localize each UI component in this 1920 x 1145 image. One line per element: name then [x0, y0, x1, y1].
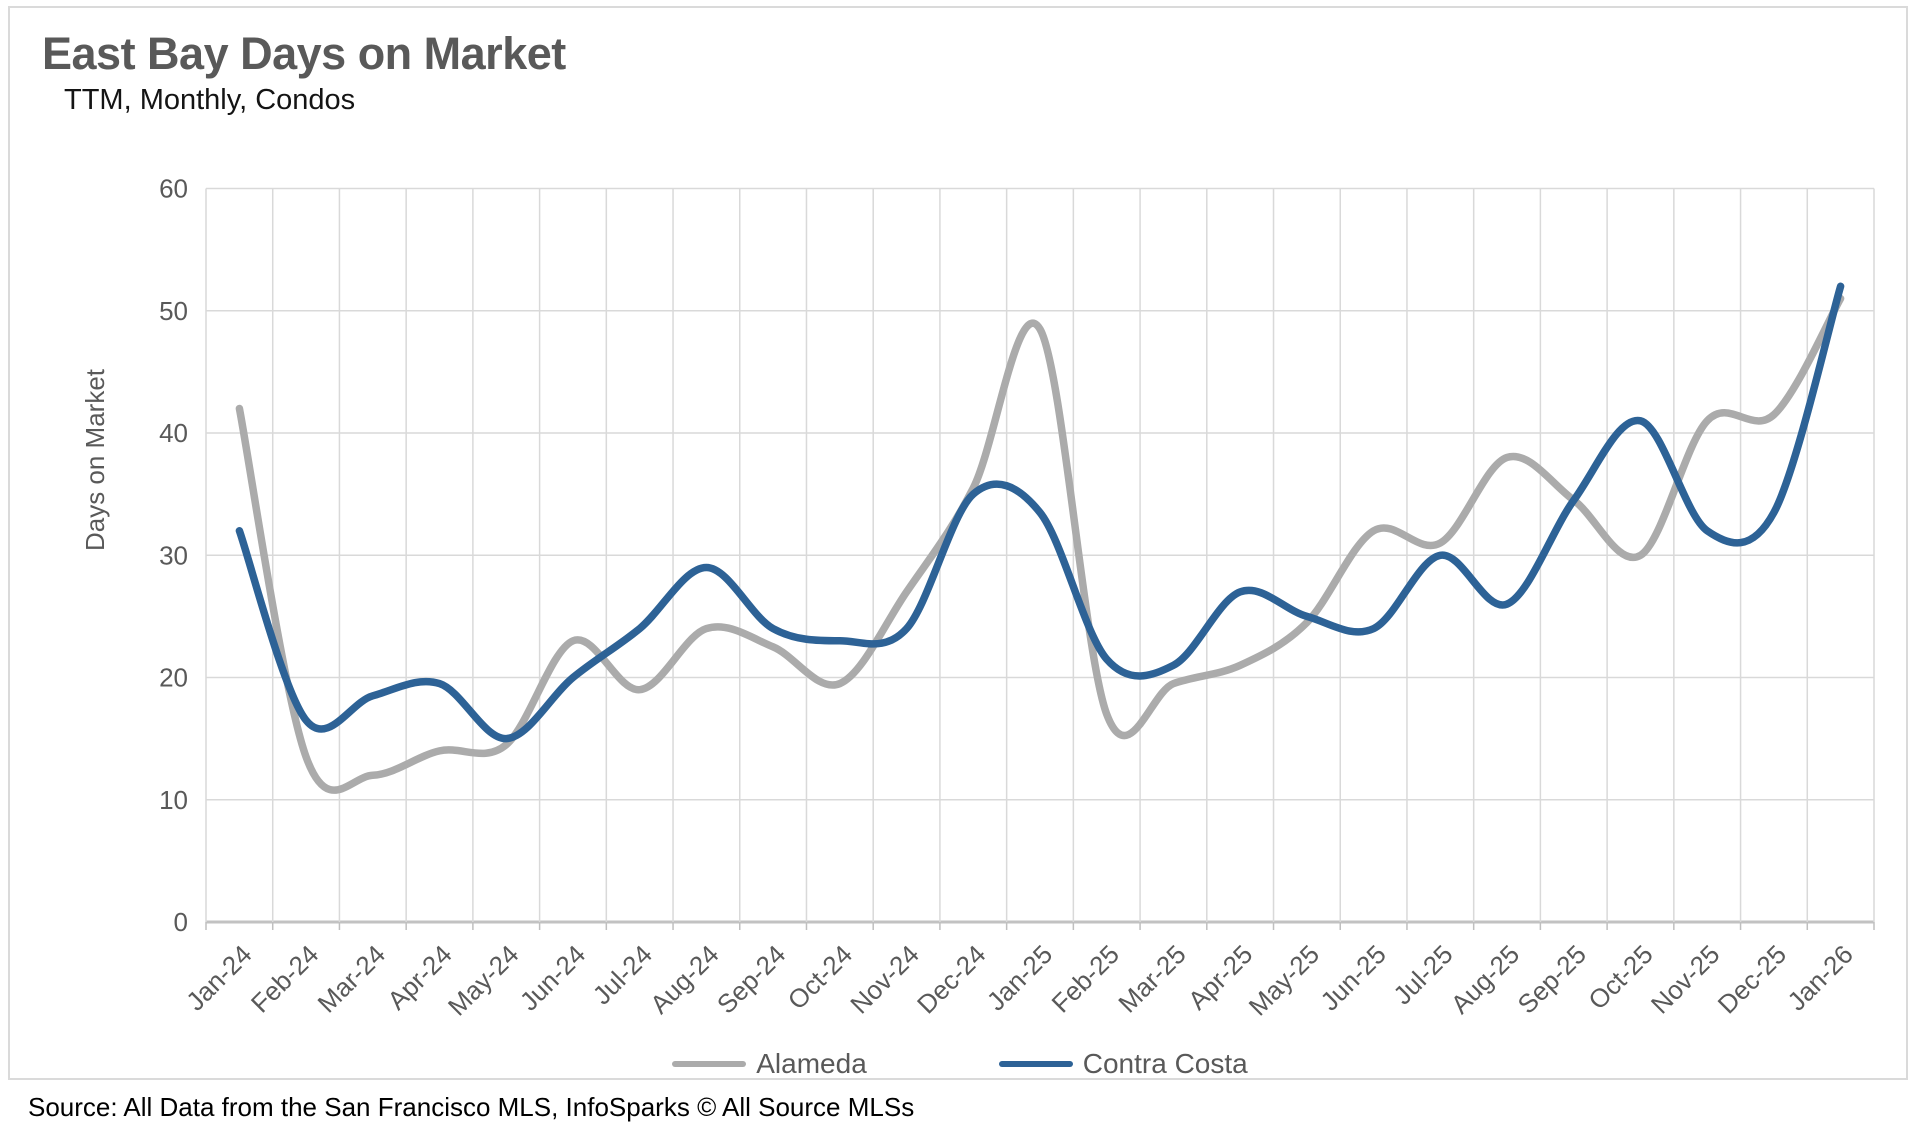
legend-item-contra-costa: Contra Costa	[998, 1048, 1248, 1080]
x-tick-label-Dec-24: Dec-24	[911, 939, 991, 1019]
y-tick-label-30: 30	[159, 540, 188, 570]
y-tick-label-20: 20	[159, 663, 188, 693]
x-tick-label-May-24: May-24	[442, 939, 525, 1022]
y-tick-label-0: 0	[174, 907, 188, 937]
x-tick-label-Jan-26: Jan-26	[1781, 939, 1858, 1016]
y-tick-label-50: 50	[159, 296, 188, 326]
x-tick-label-Nov-24: Nov-24	[844, 939, 924, 1019]
legend-label-alameda: Alameda	[756, 1048, 867, 1079]
y-tick-label-40: 40	[159, 418, 188, 448]
series-line-contra-costa	[235, 282, 1845, 743]
x-tick-label-Aug-25: Aug-25	[1445, 939, 1525, 1019]
x-tick-label-Feb-25: Feb-25	[1045, 939, 1124, 1018]
x-tick-label-Jun-25: Jun-25	[1314, 939, 1391, 1016]
x-tick-label-Dec-25: Dec-25	[1712, 939, 1792, 1019]
x-tick-label-Oct-25: Oct-25	[1582, 939, 1658, 1015]
alameda-line-swatch	[672, 1061, 747, 1067]
x-tick-label-Jan-25: Jan-25	[981, 939, 1058, 1016]
y-tick-label-10: 10	[159, 785, 188, 815]
x-tick-label-Aug-24: Aug-24	[644, 939, 724, 1019]
x-tick-label-Nov-25: Nov-25	[1645, 939, 1725, 1019]
x-tick-label-Feb-24: Feb-24	[245, 939, 324, 1018]
legend-label-contra-costa: Contra Costa	[1082, 1048, 1248, 1079]
x-tick-label-Sep-24: Sep-24	[711, 939, 791, 1019]
contra-costa-line-swatch	[998, 1061, 1073, 1067]
y-axis-title: Days on Market	[80, 368, 110, 551]
x-tick-label-Jun-24: Jun-24	[514, 939, 591, 1016]
x-tick-label-Sep-25: Sep-25	[1512, 939, 1592, 1019]
x-tick-label-Oct-24: Oct-24	[782, 939, 858, 1015]
chart-border-frame	[8, 6, 1908, 1080]
x-tick-label-Mar-24: Mar-24	[312, 939, 391, 1018]
chart-title: East Bay Days on Market	[42, 28, 566, 79]
y-tick-label-60: 60	[159, 174, 188, 204]
x-tick-label-Mar-25: Mar-25	[1112, 939, 1191, 1018]
chart-subtitle: TTM, Monthly, Condos	[64, 84, 356, 116]
legend-item-alameda: Alameda	[672, 1048, 867, 1080]
x-tick-label-Jan-24: Jan-24	[180, 939, 257, 1016]
x-tick-label-May-25: May-25	[1243, 939, 1326, 1022]
legend: Alameda Contra Costa	[0, 1048, 1920, 1080]
source-attribution: Source: All Data from the San Francisco …	[28, 1092, 915, 1122]
